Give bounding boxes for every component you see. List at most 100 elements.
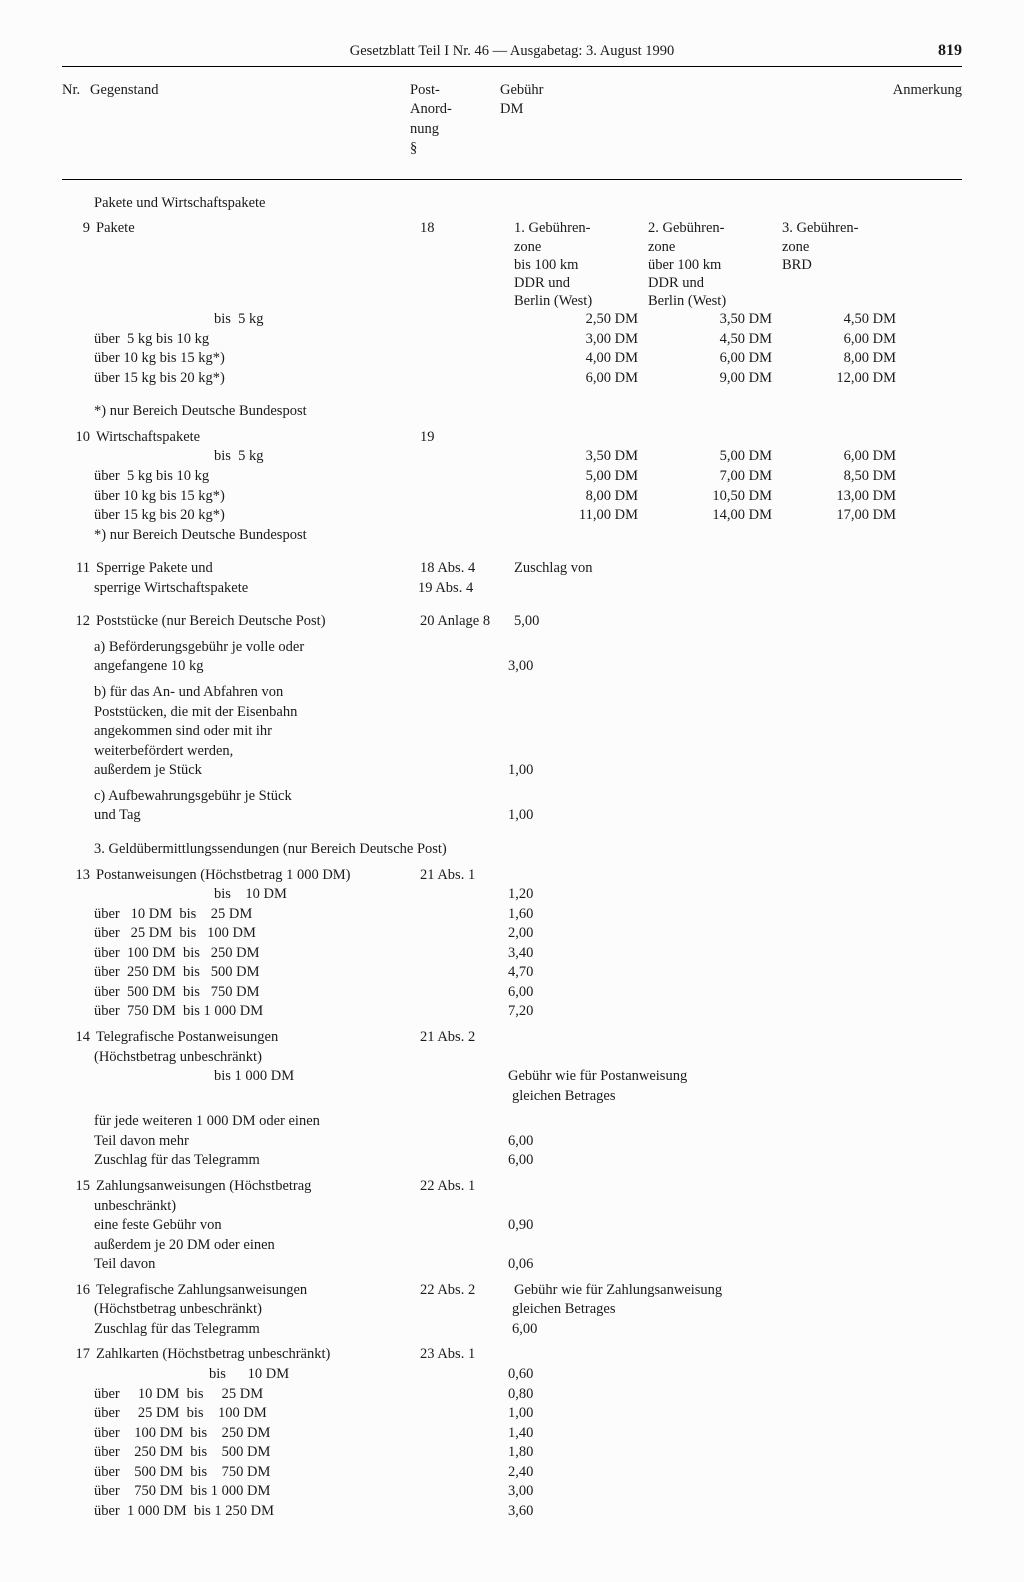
column-headers: Nr. Gegenstand Post- Anord- nung § Gebüh…: [62, 77, 962, 180]
fee-cell: 9,00 DM: [642, 369, 776, 389]
item-post: 19 Abs. 4: [418, 579, 512, 599]
fee-cell: 3,40: [508, 944, 642, 964]
item-number: 13: [62, 866, 96, 886]
footnote: *) nur Bereich Deutsche Bundespost: [94, 402, 414, 422]
item-title: Telegrafische Postanweisungen: [96, 1028, 420, 1048]
col-fee: Gebühr DM: [500, 81, 630, 159]
amount-row: über 750 DM bis 1 000 DM: [94, 1002, 414, 1022]
fee-cell: 14,00 DM: [642, 506, 776, 526]
col-nr: Nr.: [62, 81, 90, 159]
fee-cell: 4,00 DM: [508, 349, 642, 369]
item-title-line2: sperrige Wirtschaftspakete: [94, 579, 418, 599]
fee-cell: 2,00: [508, 924, 642, 944]
sub-item: eine feste Gebühr von: [94, 1216, 414, 1236]
fee-cell: 7,20: [508, 1002, 642, 1022]
zone1-head: 1. Gebühren- zone bis 100 km DDR und Ber…: [514, 219, 648, 310]
amount-row: bis 1 000 DM: [94, 1067, 414, 1087]
fee-cell: 8,00 DM: [508, 487, 642, 507]
item-post: 18 Abs. 4: [420, 559, 514, 579]
amount-row: über 500 DM bis 750 DM: [94, 1463, 414, 1483]
sub-item: a) Beförderungsgebühr je volle oder: [94, 638, 414, 658]
amount-row: über 750 DM bis 1 000 DM: [94, 1482, 414, 1502]
item-number: 10: [62, 428, 96, 448]
sub-item: angefangene 10 kg: [94, 657, 414, 677]
sub-item: Teil davon: [94, 1255, 414, 1275]
fee-cell: 7,00 DM: [642, 467, 776, 487]
col-post: Post- Anord- nung §: [410, 81, 500, 159]
fee-text: gleichen Betrages: [512, 1300, 816, 1320]
fee-cell: 2,50 DM: [508, 310, 642, 330]
fee-cell: 3,60: [508, 1502, 642, 1522]
fee-text: Gebühr wie für Postanweisung: [508, 1067, 772, 1087]
item-post: 22 Abs. 2: [420, 1281, 514, 1301]
fee-cell: 4,50 DM: [642, 330, 776, 350]
section-heading: Pakete und Wirtschaftspakete: [94, 194, 418, 214]
fee-cell: 6,00: [508, 1151, 642, 1171]
sub-item: und Tag: [94, 806, 414, 826]
amount-row: über 250 DM bis 500 DM: [94, 1443, 414, 1463]
fee-cell: 11,00 DM: [508, 506, 642, 526]
sub-item: Teil davon mehr: [94, 1132, 414, 1152]
zone3-head: 3. Gebühren- zone BRD: [782, 219, 906, 310]
fee-cell: 0,80: [508, 1385, 642, 1405]
fee-cell: 6,00: [512, 1320, 646, 1340]
fee-cell: 3,00: [508, 657, 642, 677]
fee-cell: 1,00: [508, 761, 642, 781]
col-note: Anmerkung: [880, 81, 962, 159]
weight-row: über 10 kg bis 15 kg*): [94, 349, 414, 369]
amount-row: bis 10 DM: [94, 885, 414, 905]
fee-cell: 3,50 DM: [508, 447, 642, 467]
item-title: Zahlkarten (Höchstbetrag unbeschränkt): [96, 1345, 420, 1365]
sub-item: b) für das An- und Abfahren von: [94, 683, 414, 703]
fee-text: Zuschlag von: [514, 559, 648, 579]
fee-cell: 3,00: [508, 1482, 642, 1502]
sub-item: außerdem je Stück: [94, 761, 414, 781]
fee-cell: 0,90: [508, 1216, 642, 1236]
amount-row: über 100 DM bis 250 DM: [94, 944, 414, 964]
item-post: 20 Anlage 8: [420, 612, 514, 632]
item-title: Wirtschaftspakete: [96, 428, 420, 448]
fee-text: Gebühr wie für Zahlungsanweisung: [514, 1281, 818, 1301]
fee-cell: 1,60: [508, 905, 642, 925]
fee-cell: 0,60: [508, 1365, 642, 1385]
item-title-line2: unbeschränkt): [94, 1197, 418, 1217]
weight-row: über 15 kg bis 20 kg*): [94, 506, 414, 526]
weight-row: über 15 kg bis 20 kg*): [94, 369, 414, 389]
fee-cell: 1,40: [508, 1424, 642, 1444]
sub-item: Zuschlag für das Telegramm: [94, 1151, 414, 1171]
fee-cell: 3,50 DM: [642, 310, 776, 330]
col-subject: Gegenstand: [90, 81, 410, 159]
sub-item: Zuschlag für das Telegramm: [94, 1320, 418, 1340]
fee-cell: 1,20: [508, 885, 642, 905]
item-number: 9: [62, 219, 96, 310]
fee-cell: 4,50 DM: [776, 310, 900, 330]
fee-cell: 6,00 DM: [776, 447, 900, 467]
amount-row: über 25 DM bis 100 DM: [94, 924, 414, 944]
amount-row: über 100 DM bis 250 DM: [94, 1424, 414, 1444]
fee-cell: 5,00: [514, 612, 648, 632]
fee-cell: 10,50 DM: [642, 487, 776, 507]
weight-row: über 5 kg bis 10 kg: [94, 330, 414, 350]
fee-cell: 6,00: [508, 983, 642, 1003]
fee-cell: 3,00 DM: [508, 330, 642, 350]
fee-cell: 6,00 DM: [776, 330, 900, 350]
weight-row: bis 5 kg: [94, 310, 414, 330]
section-heading: 3. Geldübermittlungssendungen (nur Berei…: [94, 840, 962, 860]
item-title-line2: (Höchstbetrag unbeschränkt): [94, 1048, 418, 1068]
fee-cell: 8,00 DM: [776, 349, 900, 369]
item-post: 21 Abs. 2: [420, 1028, 514, 1048]
item-number: 15: [62, 1177, 96, 1197]
item-title: Postanweisungen (Höchstbetrag 1 000 DM): [96, 866, 420, 886]
fee-cell: 1,80: [508, 1443, 642, 1463]
item-post: 21 Abs. 1: [420, 866, 514, 886]
fee-cell: 12,00 DM: [776, 369, 900, 389]
zone2-head: 2. Gebühren- zone über 100 km DDR und Be…: [648, 219, 782, 310]
sub-item: c) Aufbewahrungsgebühr je Stück: [94, 787, 414, 807]
sub-item: Poststücken, die mit der Eisenbahn: [94, 703, 414, 723]
item-number: 17: [62, 1345, 96, 1365]
fee-cell: 1,00: [508, 806, 642, 826]
header-title: Gesetzblatt Teil I Nr. 46 — Ausgabetag: …: [122, 42, 902, 62]
fee-cell: 5,00 DM: [642, 447, 776, 467]
fee-cell: 13,00 DM: [776, 487, 900, 507]
amount-row: bis 10 DM: [94, 1365, 414, 1385]
